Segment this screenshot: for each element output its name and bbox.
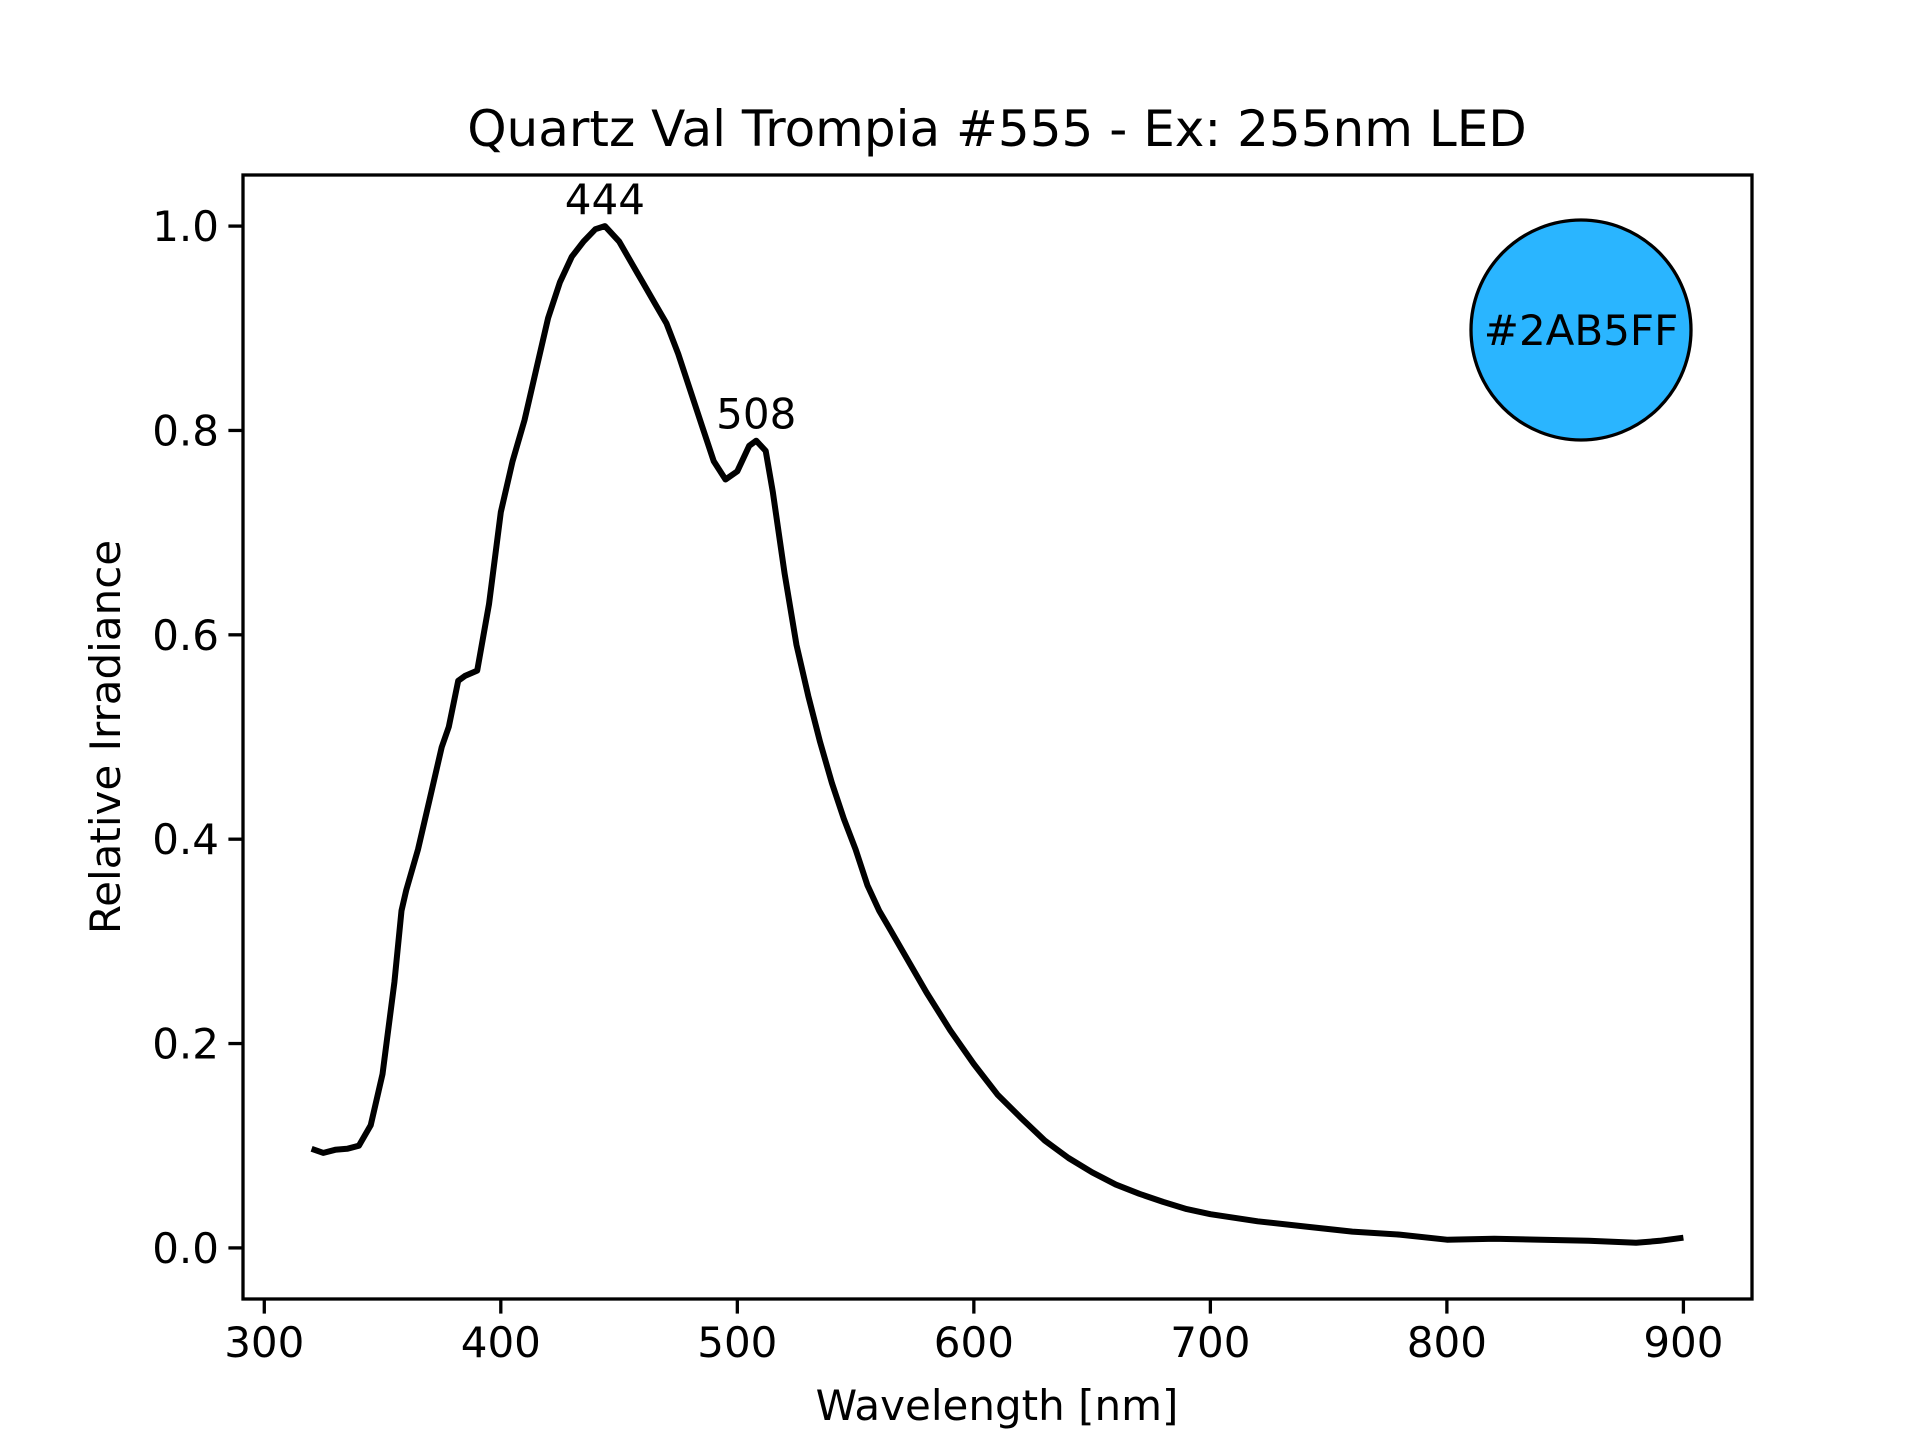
x-tick-label: 800 bbox=[1407, 1318, 1487, 1367]
peak-label: 508 bbox=[716, 390, 796, 439]
x-tick-label: 700 bbox=[1170, 1318, 1250, 1367]
y-tick-label: 1.0 bbox=[152, 202, 219, 251]
y-tick-label: 0.8 bbox=[152, 406, 219, 455]
y-tick-label: 0.2 bbox=[152, 1020, 219, 1069]
x-tick-label: 300 bbox=[224, 1318, 304, 1367]
x-tick-label: 600 bbox=[934, 1318, 1014, 1367]
chart-title: Quartz Val Trompia #555 - Ex: 255nm LED bbox=[467, 100, 1527, 158]
x-tick-label: 900 bbox=[1643, 1318, 1723, 1367]
y-tick-label: 0.6 bbox=[152, 611, 219, 660]
spectrum-line bbox=[310, 223, 1684, 1246]
x-axis-label: Wavelength [nm] bbox=[816, 1381, 1179, 1430]
y-tick-label: 0.0 bbox=[152, 1224, 219, 1273]
swatch-label: #2AB5FF bbox=[1484, 306, 1679, 355]
peak-label: 444 bbox=[565, 175, 645, 224]
y-tick-label: 0.4 bbox=[152, 815, 219, 864]
plot-frame bbox=[241, 173, 1754, 1301]
x-tick-label: 400 bbox=[461, 1318, 541, 1367]
color-swatch bbox=[1469, 218, 1693, 442]
y-axis-label: Relative Irradiance bbox=[81, 540, 130, 934]
x-tick-label: 500 bbox=[697, 1318, 777, 1367]
